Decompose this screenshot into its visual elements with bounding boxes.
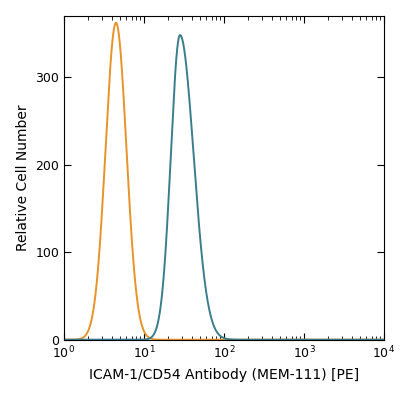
- Y-axis label: Relative Cell Number: Relative Cell Number: [16, 104, 30, 251]
- X-axis label: ICAM-1/CD54 Antibody (MEM-111) [PE]: ICAM-1/CD54 Antibody (MEM-111) [PE]: [89, 368, 359, 382]
